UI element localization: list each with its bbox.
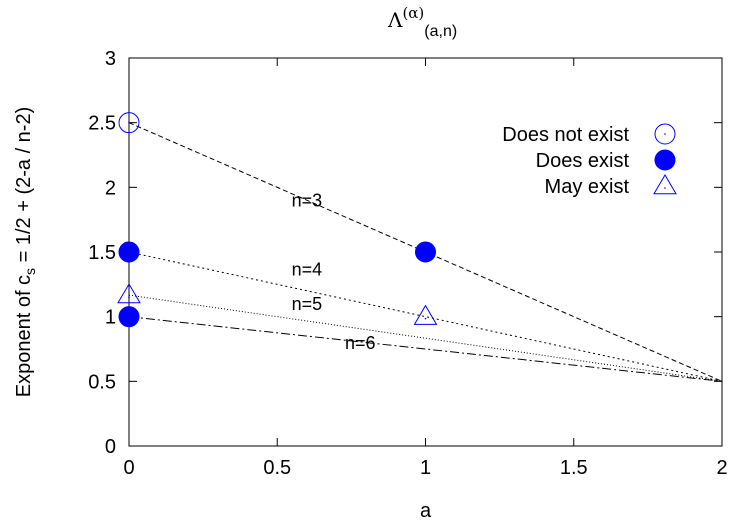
y-tick-label: 1.5	[88, 242, 116, 264]
x-axis-ticks: 0 0.5 1 1.5 2	[123, 58, 728, 479]
marker-does-exist	[118, 306, 140, 328]
marker-does-exist	[118, 241, 140, 263]
line-labels: n=3 n=4 n=5 n=6	[292, 191, 376, 353]
line-label-n=5: n=5	[292, 294, 323, 314]
legend-symbol-center	[664, 133, 666, 135]
x-axis-label: a	[420, 500, 432, 522]
y-axis-label: Exponent of cs = 1/2 + (2-a / n-2)	[13, 107, 38, 398]
legend-symbol	[654, 149, 676, 171]
y-tick-label: 2	[105, 177, 116, 199]
legend-entry-label: Does exist	[536, 150, 630, 172]
y-tick-label: 3	[105, 48, 116, 70]
legend-symbol	[654, 123, 676, 145]
legend-symbol	[653, 174, 677, 195]
line-label-n=4: n=4	[292, 259, 323, 279]
legend-entry-label: Does not exist	[502, 124, 629, 146]
y-tick-label: 0	[105, 436, 116, 458]
line-label-n=3: n=3	[292, 191, 323, 211]
marker-does-not-exist-center	[128, 121, 130, 124]
x-tick-label: 2	[716, 457, 727, 479]
x-tick-label: 1	[420, 457, 431, 479]
marker-does-not-exist	[118, 112, 140, 134]
chart-title: Λ(α)(a,n)	[387, 4, 457, 40]
x-tick-label: 0	[123, 457, 134, 479]
y-tick-label: 0.5	[88, 371, 116, 393]
marker-may-exist-center	[424, 317, 427, 320]
x-tick-label: 0.5	[263, 457, 291, 479]
line-n=6	[128, 316, 723, 382]
y-tick-label: 1	[105, 307, 116, 329]
legend-entry-label: May exist	[545, 176, 630, 198]
line-label-n=6: n=6	[345, 333, 376, 353]
y-tick-label: 2.5	[88, 113, 116, 135]
y-axis-ticks: 0 0.5 1 1.5 2 2.5 3	[88, 48, 722, 458]
marker-may-exist	[413, 304, 438, 325]
line-n=4	[128, 251, 723, 382]
legend: Does not exist Does exist May exist	[502, 123, 677, 198]
marker-does-exist	[415, 241, 436, 263]
marker-may-exist-center	[128, 296, 130, 298]
marker-may-exist	[117, 283, 141, 304]
line-n=5	[128, 294, 723, 382]
legend-symbol-center	[664, 187, 666, 189]
x-tick-label: 1.5	[560, 457, 588, 479]
data-markers	[117, 112, 438, 328]
